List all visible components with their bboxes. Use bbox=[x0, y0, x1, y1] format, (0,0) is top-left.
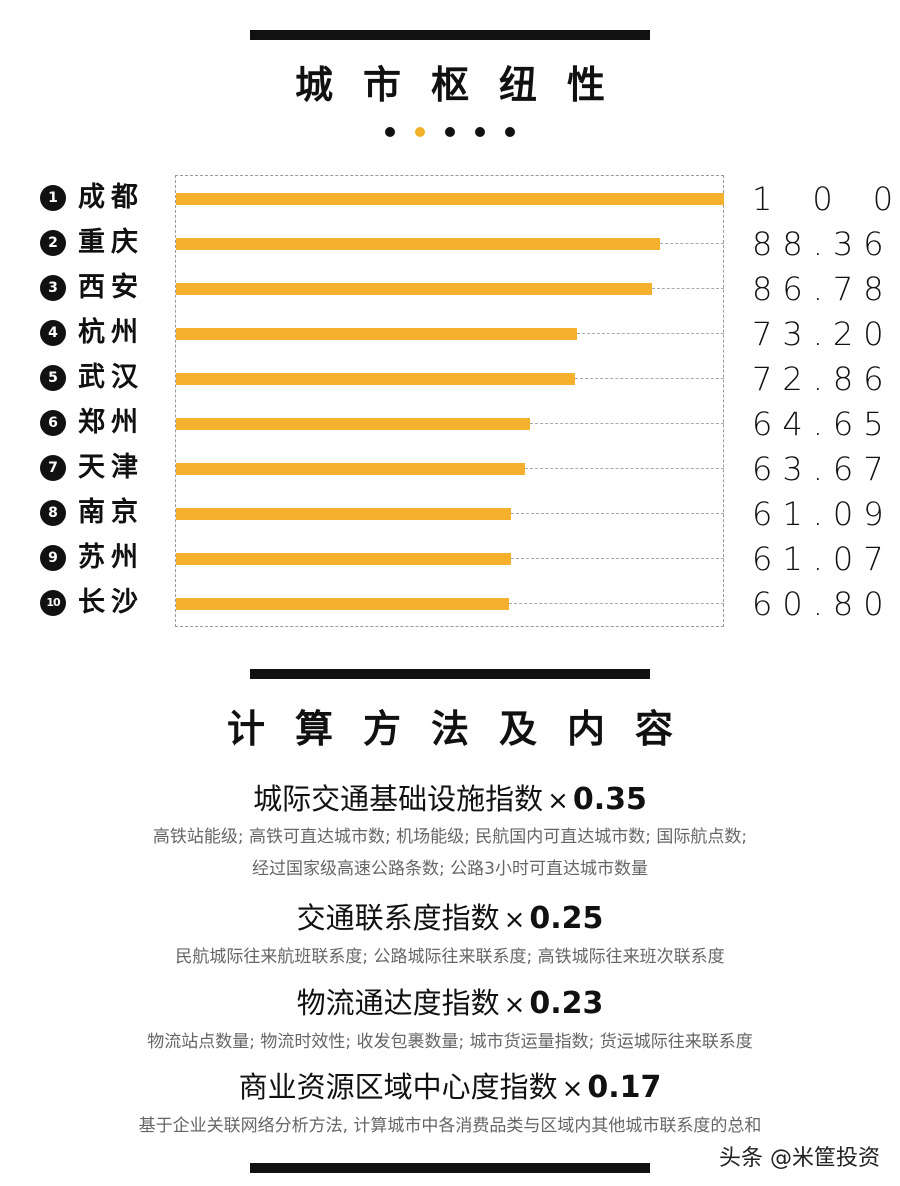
rank-badge: 9 bbox=[40, 545, 66, 571]
rank-badge: 6 bbox=[40, 410, 66, 436]
pager-dot bbox=[445, 127, 455, 137]
rank-badge: 4 bbox=[40, 320, 66, 346]
times-symbol: × bbox=[503, 905, 526, 935]
rank-badge: 3 bbox=[40, 275, 66, 301]
method-desc-1a: 高铁站能级; 高铁可直达城市数; 机场能级; 民航国内可直达城市数; 国际航点数… bbox=[152, 827, 748, 847]
bar bbox=[176, 238, 661, 250]
bar bbox=[176, 328, 578, 340]
data-label: 61.09 bbox=[752, 495, 894, 533]
times-symbol: × bbox=[547, 786, 569, 816]
category-label: 长沙 bbox=[78, 587, 144, 618]
times-symbol: × bbox=[503, 990, 526, 1020]
method-name: 城际交通基础设施指数 bbox=[253, 782, 544, 816]
bottom-rule bbox=[250, 1163, 650, 1173]
method-weight: 0.17 bbox=[587, 1070, 662, 1105]
data-label: 63.67 bbox=[752, 450, 894, 488]
bar bbox=[176, 193, 724, 205]
bar bbox=[176, 553, 511, 565]
times-symbol: × bbox=[561, 1074, 584, 1104]
data-label: 100 bbox=[752, 180, 893, 218]
rank-badge: 2 bbox=[40, 230, 66, 256]
section-title-hub: 城市枢纽性 bbox=[294, 63, 635, 107]
guide-line bbox=[530, 423, 724, 424]
bar bbox=[176, 463, 525, 475]
bar bbox=[176, 598, 510, 610]
method-heading-4: 商业资源区域中心度指数 × 0.17 bbox=[0, 1064, 900, 1106]
method-name: 交通联系度指数 bbox=[296, 901, 500, 935]
category-label: 南京 bbox=[78, 497, 144, 528]
pager-dot-active bbox=[415, 127, 425, 137]
bar bbox=[176, 283, 652, 295]
method-desc-2: 民航城际往来航班联系度; 公路城际往来联系度; 高铁城际往来班次联系度 bbox=[175, 947, 725, 967]
guide-line bbox=[660, 243, 724, 244]
method-desc-1b: 经过国家级高速公路条数; 公路3小时可直达城市数量 bbox=[252, 859, 648, 879]
guide-line bbox=[510, 558, 724, 559]
guide-line bbox=[651, 288, 724, 289]
data-label: 72.86 bbox=[752, 360, 894, 398]
pager-dot bbox=[505, 127, 515, 137]
guide-line bbox=[575, 378, 724, 379]
category-label: 苏州 bbox=[78, 542, 144, 573]
method-desc-3: 物流站点数量; 物流时效性; 收发包裹数量; 城市货运量指数; 货运城际往来联系… bbox=[147, 1032, 753, 1052]
rank-badge: 1 bbox=[40, 185, 66, 211]
method-heading-1: 城际交通基础设施指数 × 0.35 bbox=[0, 776, 900, 818]
rank-row: 7 天津 63.67 bbox=[0, 447, 900, 492]
data-label: 60.80 bbox=[752, 585, 894, 623]
top-rule bbox=[250, 30, 650, 40]
guide-line bbox=[510, 513, 724, 514]
rank-badge: 10 bbox=[40, 590, 66, 616]
rank-row: 2 重庆 88.36 bbox=[0, 222, 900, 267]
pager-dot bbox=[475, 127, 485, 137]
rank-badge: 8 bbox=[40, 500, 66, 526]
rank-row: 1 成都 100 bbox=[0, 177, 900, 222]
category-label: 成都 bbox=[78, 182, 144, 213]
rank-row: 4 杭州 73.20 bbox=[0, 312, 900, 357]
bar bbox=[176, 373, 576, 385]
plot-frame bbox=[175, 175, 724, 627]
watermark: 头条 @米筐投资 bbox=[719, 1146, 880, 1171]
bar bbox=[176, 418, 531, 430]
guide-line bbox=[524, 468, 724, 469]
category-label: 天津 bbox=[78, 452, 144, 483]
method-heading-2: 交通联系度指数 × 0.25 bbox=[0, 895, 900, 937]
rank-row: 8 南京 61.09 bbox=[0, 492, 900, 537]
rank-row: 6 郑州 64.65 bbox=[0, 402, 900, 447]
category-label: 重庆 bbox=[78, 227, 144, 258]
data-label: 73.20 bbox=[752, 315, 894, 353]
rank-row: 9 苏州 61.07 bbox=[0, 537, 900, 582]
guide-line bbox=[509, 603, 724, 604]
method-heading-3: 物流通达度指数 × 0.23 bbox=[0, 980, 900, 1022]
section-title-method: 计算方法及内容 bbox=[226, 707, 703, 751]
method-weight: 0.23 bbox=[529, 986, 604, 1021]
method-weight: 0.25 bbox=[529, 901, 604, 936]
method-name: 物流通达度指数 bbox=[296, 986, 500, 1020]
data-label: 64.65 bbox=[752, 405, 894, 443]
guide-line bbox=[577, 333, 724, 334]
bar bbox=[176, 508, 511, 520]
pager-dots bbox=[0, 122, 900, 141]
category-label: 杭州 bbox=[78, 317, 144, 348]
rank-row: 3 西安 86.78 bbox=[0, 267, 900, 312]
category-label: 武汉 bbox=[78, 362, 144, 393]
rank-badge: 5 bbox=[40, 365, 66, 391]
data-label: 86.78 bbox=[752, 270, 894, 308]
method-desc-4: 基于企业关联网络分析方法, 计算城市中各消费品类与区域内其他城市联系度的总和 bbox=[138, 1116, 762, 1136]
middle-rule bbox=[250, 669, 650, 679]
pager-dot bbox=[385, 127, 395, 137]
method-weight: 0.35 bbox=[572, 782, 647, 817]
data-label: 61.07 bbox=[752, 540, 894, 578]
category-label: 西安 bbox=[78, 272, 144, 303]
rank-row: 10 长沙 60.80 bbox=[0, 582, 900, 627]
rank-row: 5 武汉 72.86 bbox=[0, 357, 900, 402]
method-name: 商业资源区域中心度指数 bbox=[238, 1070, 558, 1104]
rank-badge: 7 bbox=[40, 455, 66, 481]
category-label: 郑州 bbox=[78, 407, 144, 438]
data-label: 88.36 bbox=[752, 225, 894, 263]
